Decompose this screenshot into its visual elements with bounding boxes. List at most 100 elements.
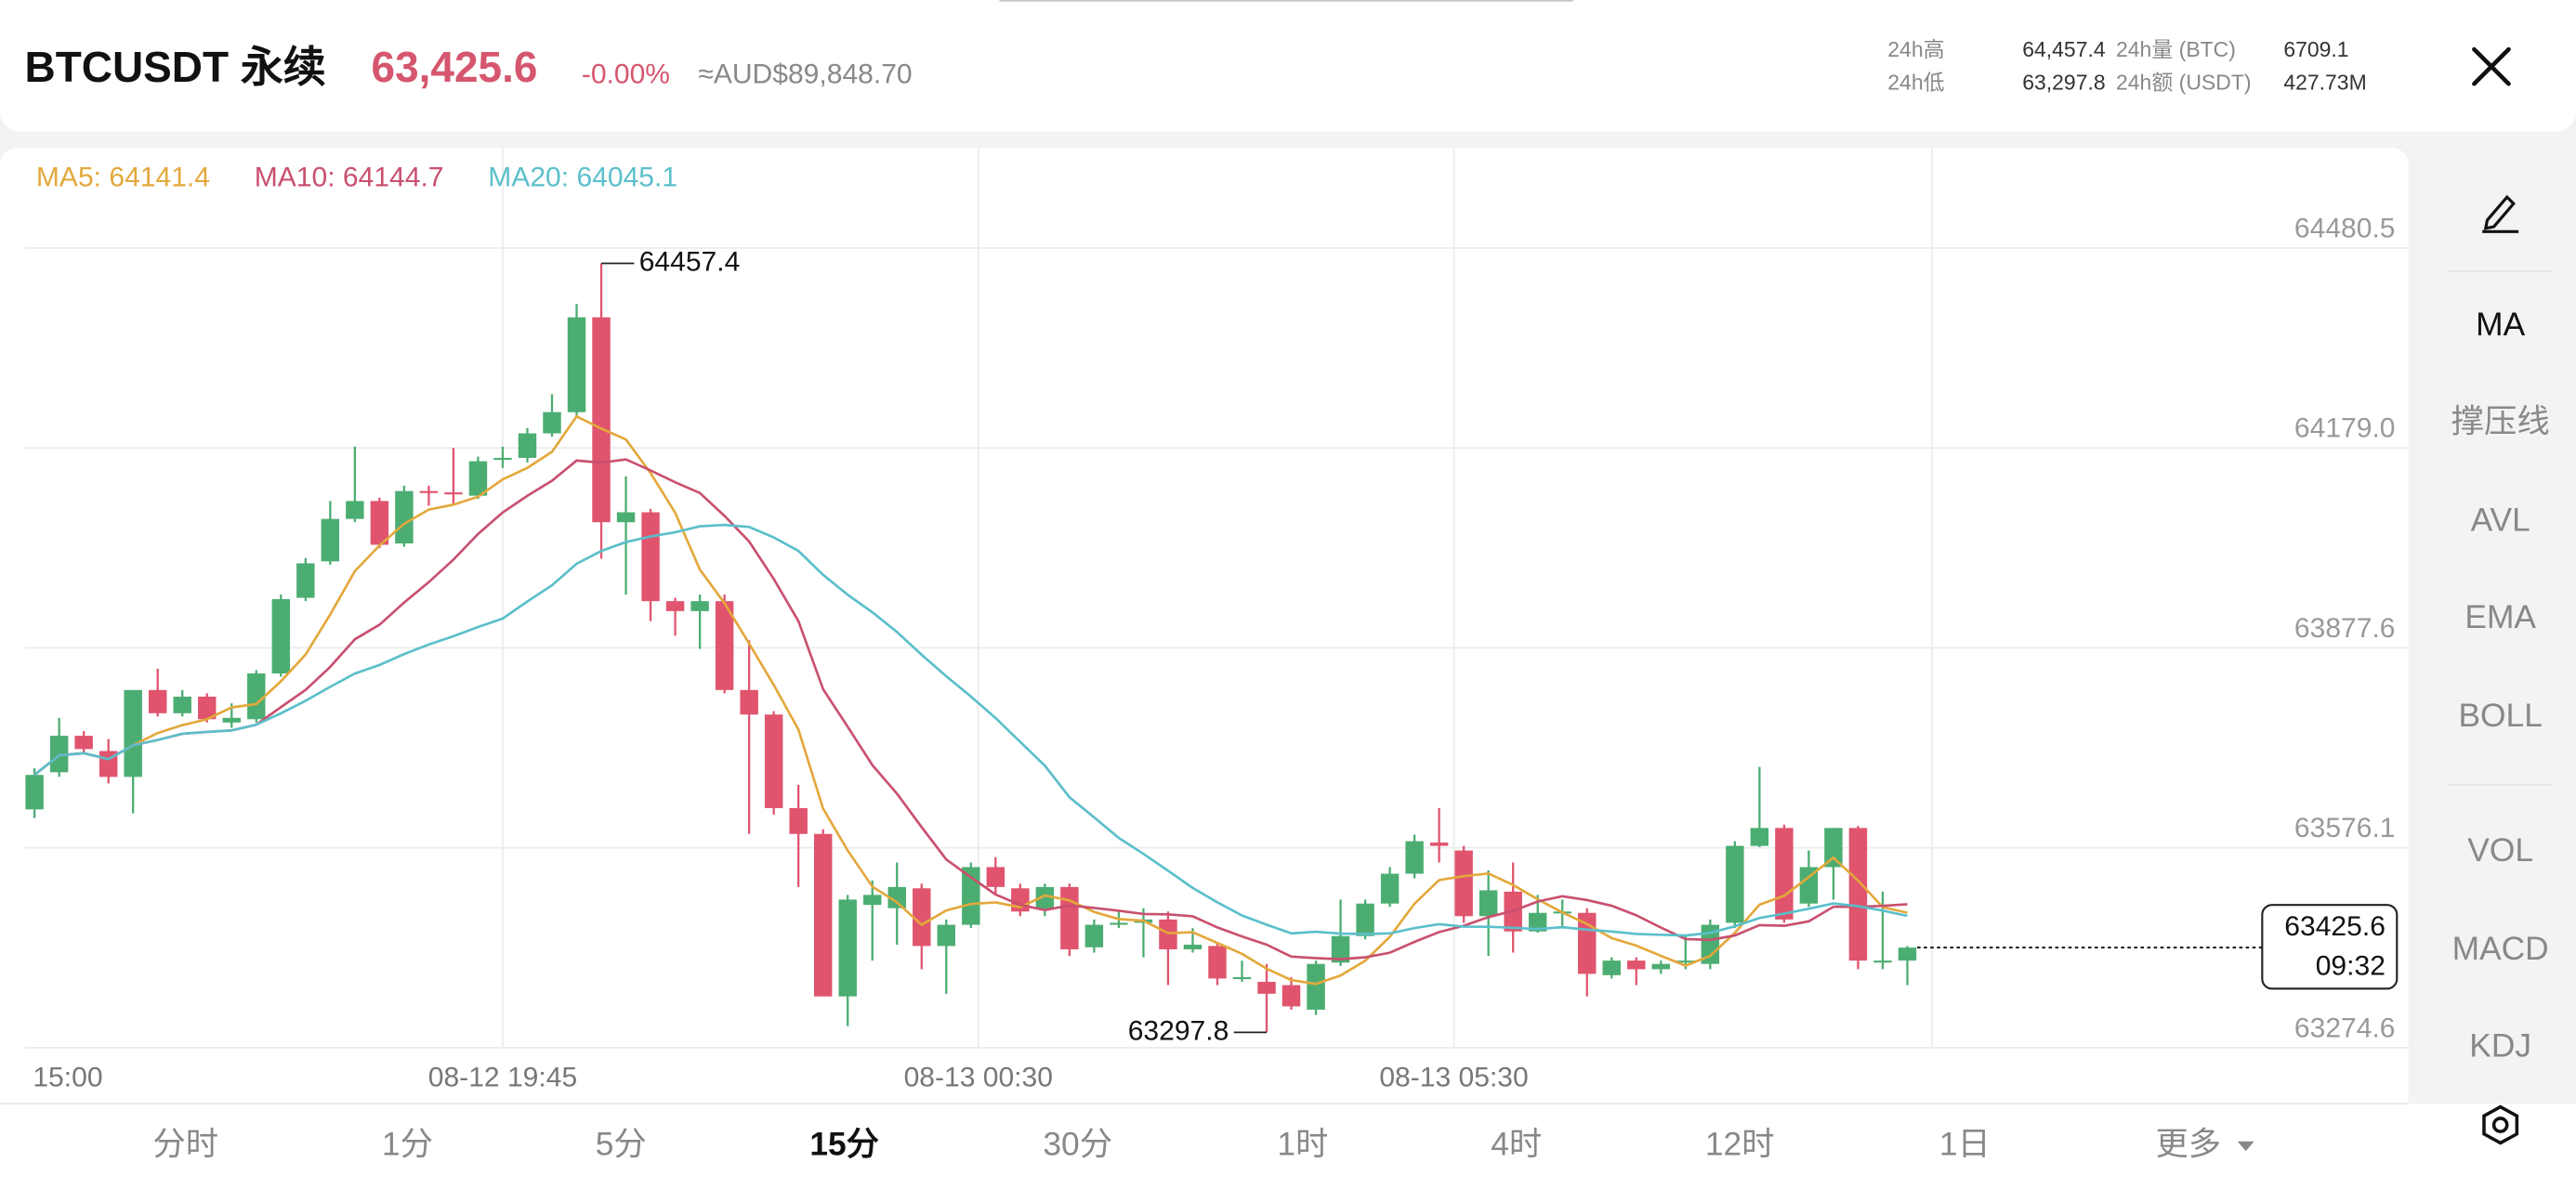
drag-handle: [998, 0, 1574, 2]
candle-body: [986, 867, 1005, 887]
draw-tool-icon[interactable]: [2482, 194, 2519, 233]
candle-body: [1726, 845, 1744, 923]
timeframe-tab[interactable]: 更多: [2155, 1126, 2221, 1162]
indicator-toggle[interactable]: KDJ: [2469, 1027, 2531, 1064]
candle-body: [690, 601, 709, 611]
candle-body: [641, 512, 660, 602]
candle-body: [863, 895, 882, 906]
stat-value: 6709.1: [2283, 37, 2348, 61]
candle-body: [1060, 886, 1079, 949]
indicator-toggle[interactable]: BOLL: [2458, 698, 2542, 734]
y-tick-label: 64179.0: [2294, 413, 2396, 444]
x-tick-label: 08-13 05:30: [1379, 1062, 1528, 1092]
ma-legend: MA5: 64141.4: [36, 163, 210, 193]
x-tick-label: 08-13 00:30: [904, 1062, 1053, 1092]
candle-body: [493, 457, 512, 461]
y-tick-label: 63274.6: [2294, 1013, 2396, 1043]
timeframe-tab[interactable]: 分时: [152, 1126, 218, 1162]
stat-label: 24h量 (BTC): [2116, 37, 2236, 61]
candle-body: [1307, 963, 1325, 1010]
candle-body: [592, 317, 611, 523]
candle-body: [74, 736, 93, 750]
candle-body: [198, 696, 217, 720]
last-price-box: [2261, 904, 2399, 990]
candle-body: [813, 833, 833, 997]
candle-body: [1257, 981, 1276, 994]
stat-value: 427.73M: [2283, 70, 2366, 94]
candle-body: [1380, 873, 1400, 904]
candle-body: [1799, 867, 1819, 904]
timeframe-tab[interactable]: 5分: [596, 1126, 647, 1162]
indicator-toggle[interactable]: MA: [2476, 307, 2525, 343]
timeframe-tab[interactable]: 30分: [1043, 1126, 1112, 1162]
last-price-label: 63425.6: [2284, 911, 2385, 942]
close-button[interactable]: [2472, 46, 2511, 86]
candle-body: [1356, 903, 1374, 936]
candle-body: [1873, 960, 1892, 963]
timeframe-tab[interactable]: 15分: [809, 1126, 879, 1162]
indicator-toggle[interactable]: AVL: [2471, 503, 2530, 539]
ma-line: [33, 523, 1908, 937]
candle-body: [173, 696, 191, 713]
indicator-toggle[interactable]: EMA: [2464, 599, 2536, 635]
candle-body: [1479, 890, 1498, 917]
candle-body: [1676, 960, 1695, 963]
indicator-toggle[interactable]: 撑压线: [2451, 403, 2550, 439]
candle-body: [148, 689, 167, 713]
candle-body: [1183, 944, 1203, 949]
candle-body: [346, 501, 364, 519]
x-tick-label: 15:00: [33, 1062, 102, 1092]
fiat-price: ≈AUD$89,848.70: [698, 59, 912, 89]
indicator-toggle[interactable]: MACD: [2452, 931, 2549, 967]
candle-body: [1651, 963, 1671, 970]
y-tick-label: 63877.6: [2294, 613, 2396, 644]
stat-value: 64,457.4: [2022, 37, 2106, 61]
timeframe-tab[interactable]: 1分: [382, 1126, 433, 1162]
y-tick-label: 64480.5: [2294, 213, 2396, 243]
ma-legend: MA10: 64144.7: [255, 163, 444, 193]
candle-body: [1429, 843, 1449, 846]
ma-line: [33, 458, 1908, 960]
candle-body: [271, 599, 291, 673]
candle-body: [937, 924, 956, 947]
candle-body: [444, 492, 463, 495]
settings-icon[interactable]: [2482, 1104, 2519, 1145]
candle-body: [887, 886, 906, 908]
candle-body: [1208, 946, 1227, 979]
candle-body: [1110, 922, 1128, 925]
timeframe-tab[interactable]: 1时: [1277, 1126, 1328, 1162]
timeframe-tab[interactable]: 12时: [1705, 1126, 1775, 1162]
candle-body: [616, 512, 636, 523]
price-change: -0.00%: [582, 59, 670, 89]
header-panel: [0, 0, 2576, 132]
candle-body: [1750, 828, 1769, 846]
annotation-label: 64457.4: [639, 246, 741, 277]
candle-body: [1405, 841, 1424, 874]
timeframe-tab[interactable]: 4时: [1491, 1126, 1542, 1162]
candle-body: [715, 601, 734, 690]
candle-body: [1602, 960, 1621, 975]
candle-body: [838, 899, 857, 997]
candle-body: [395, 490, 414, 544]
candle-body: [1035, 886, 1055, 910]
y-tick-label: 63576.1: [2294, 813, 2396, 843]
candle-body: [370, 501, 389, 545]
timeframe-tab[interactable]: 1日: [1939, 1126, 1991, 1162]
stat-label: 24h高: [1887, 37, 1944, 61]
symbol: BTCUSDT 永续: [25, 43, 326, 91]
x-tick-label: 08-12 19:45: [428, 1062, 577, 1092]
stat-label: 24h低: [1887, 70, 1944, 94]
candle-body: [1824, 828, 1843, 868]
candle-body: [543, 412, 561, 434]
candle-body: [296, 563, 315, 598]
indicator-toggle[interactable]: VOL: [2467, 832, 2533, 869]
candle-body: [764, 714, 783, 808]
last-price: 63,425.6: [372, 43, 538, 91]
candle-body: [49, 736, 69, 773]
candle-body: [1528, 912, 1547, 932]
candle-body: [1775, 828, 1794, 920]
candle-body: [222, 717, 241, 723]
stat-label: 24h额 (USDT): [2116, 70, 2252, 94]
ma-line: [33, 414, 1908, 986]
candle-body: [321, 518, 340, 562]
